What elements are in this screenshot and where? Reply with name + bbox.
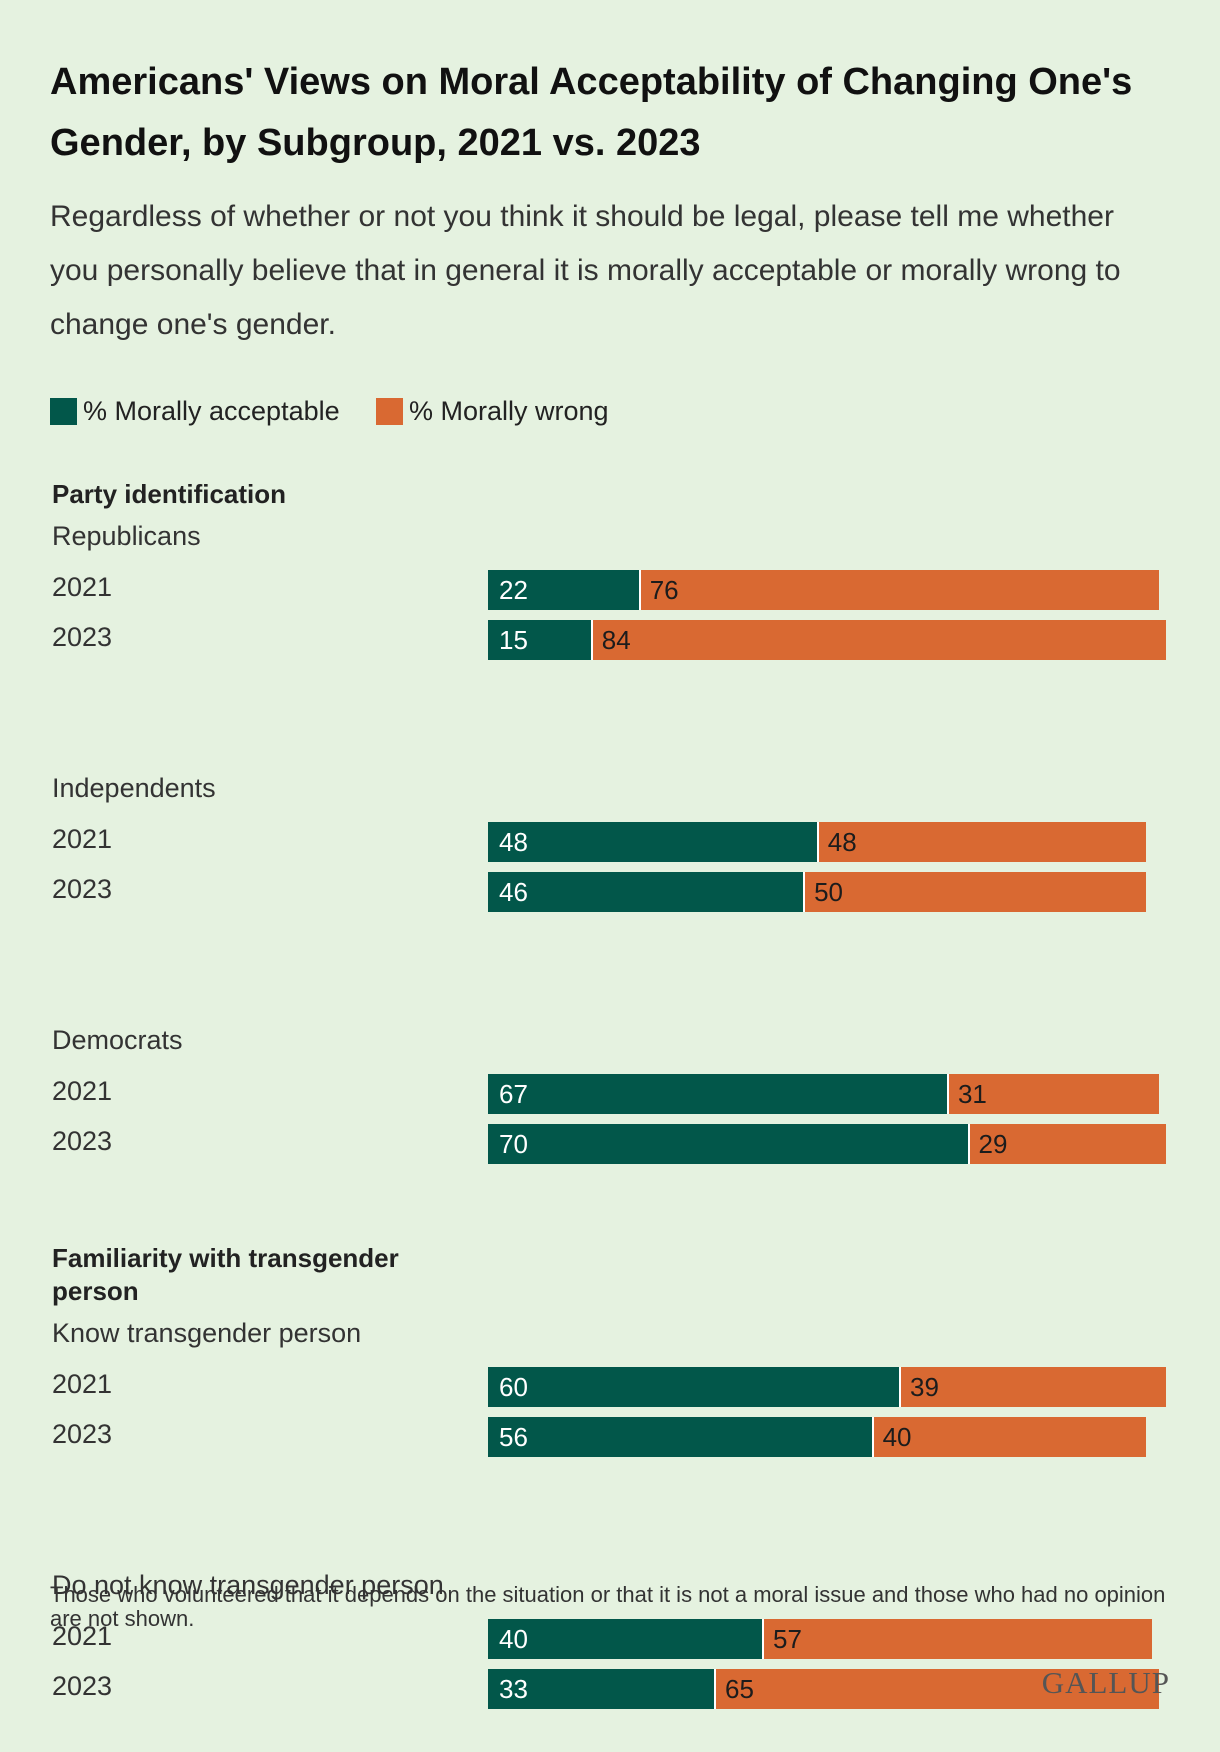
- value-label-acceptable: 56: [499, 1422, 528, 1452]
- bar-wrong: [638, 570, 1160, 610]
- value-label-acceptable: 67: [499, 1079, 528, 1109]
- row-year-label: 2021: [52, 1076, 113, 1106]
- row-year-label: 2021: [52, 572, 113, 602]
- row-year-label: 2023: [52, 874, 113, 904]
- bar-acceptable: [488, 620, 591, 660]
- group-label: Independents: [52, 773, 216, 803]
- value-label-wrong: 76: [649, 575, 679, 605]
- value-label-wrong: 50: [814, 877, 844, 907]
- value-label-acceptable: 15: [499, 625, 528, 655]
- bar-wrong: [899, 1367, 1167, 1407]
- bar-acceptable: [488, 1417, 872, 1457]
- value-label-wrong: 65: [725, 1674, 754, 1704]
- value-label-wrong: 31: [957, 1079, 987, 1109]
- group-label: Do not know transgender person: [52, 1570, 444, 1600]
- section-label: Party identification: [52, 479, 287, 509]
- bar-acceptable: [488, 1619, 762, 1659]
- value-label-acceptable: 48: [499, 827, 528, 857]
- row-year-label: 2023: [52, 1126, 113, 1156]
- group-label: Know transgender person: [52, 1318, 362, 1348]
- bar-acceptable: [488, 1669, 715, 1709]
- row-year-label: 2021: [52, 1621, 113, 1651]
- bar-wrong: [816, 822, 1146, 862]
- row-year-label: 2023: [52, 1671, 113, 1701]
- bar-wrong: [714, 1669, 1160, 1709]
- value-label-wrong: 40: [882, 1422, 912, 1452]
- legend-label-wrong: % Morally wrong: [409, 396, 609, 426]
- bar-wrong: [762, 1619, 1153, 1659]
- bar-wrong: [946, 1074, 1160, 1114]
- value-label-wrong: 29: [978, 1129, 1008, 1159]
- chart-subtitle: Regardless of whether or not you think i…: [50, 200, 1121, 341]
- bar-acceptable: [488, 1124, 968, 1164]
- row-year-label: 2021: [52, 824, 113, 854]
- section-label: Familiarity with transgender person: [52, 1243, 399, 1306]
- legend-swatch-acceptable: [50, 398, 77, 425]
- value-label-wrong: 84: [601, 625, 631, 655]
- value-label-wrong: 39: [910, 1372, 939, 1402]
- group-label: Republicans: [52, 521, 201, 551]
- legend-label-acceptable: % Morally acceptable: [83, 396, 340, 426]
- bar-wrong: [590, 620, 1167, 660]
- row-year-label: 2023: [52, 1419, 113, 1449]
- row-year-label: 2023: [52, 622, 113, 652]
- bar-wrong: [967, 1124, 1167, 1164]
- group-label: Democrats: [52, 1025, 183, 1055]
- bar-acceptable: [488, 822, 817, 862]
- gallup-logo: GALLUP: [1041, 1665, 1170, 1700]
- chart-title: Americans' Views on Moral Acceptability …: [50, 61, 1133, 164]
- value-label-acceptable: 46: [499, 877, 528, 907]
- bar-acceptable: [488, 1074, 947, 1114]
- legend-swatch-wrong: [376, 398, 403, 425]
- row-year-label: 2021: [52, 1369, 113, 1399]
- bar-acceptable: [488, 872, 804, 912]
- value-label-wrong: 48: [827, 827, 857, 857]
- value-label-acceptable: 70: [499, 1129, 528, 1159]
- bar-wrong: [803, 872, 1146, 912]
- bar-acceptable: [488, 1367, 899, 1407]
- bar-acceptable: [488, 570, 639, 610]
- value-label-acceptable: 33: [499, 1674, 528, 1704]
- value-label-wrong: 57: [773, 1624, 802, 1654]
- value-label-acceptable: 60: [499, 1372, 528, 1402]
- footnote: Those who volunteered that it depends on…: [50, 1582, 1166, 1631]
- value-label-acceptable: 40: [499, 1624, 528, 1654]
- bar-wrong: [871, 1417, 1146, 1457]
- value-label-acceptable: 22: [499, 575, 528, 605]
